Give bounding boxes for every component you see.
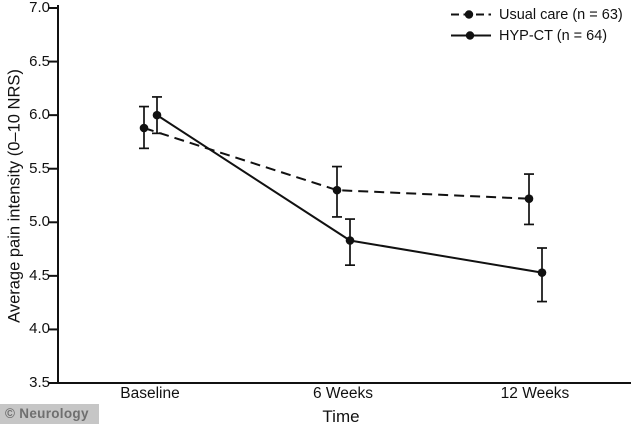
y-tick-label: 3.5 [29, 374, 50, 391]
dashed-line-marker-icon [451, 10, 491, 19]
data-point-marker [152, 110, 162, 120]
data-point-marker [537, 268, 547, 277]
legend: Usual care (n = 63) HYP-CT (n = 64) [450, 4, 623, 46]
y-tick-label: 6.0 [29, 106, 50, 124]
data-point-marker [332, 185, 342, 195]
y-tick-label: 4.0 [29, 320, 50, 338]
legend-label-hyp-ct: HYP-CT (n = 64) [499, 27, 608, 44]
legend-label-usual-care: Usual care (n = 63) [499, 6, 623, 23]
legend-item-usual-care: Usual care (n = 63) [450, 4, 623, 25]
x-tick-label: Baseline [120, 385, 180, 402]
watermark-neurology: © Neurology [0, 404, 99, 424]
y-tick-label: 4.5 [29, 266, 50, 284]
solid-line-marker-icon [451, 31, 491, 40]
y-tick-label: 5.0 [29, 213, 50, 231]
x-tick-label: 12 Weeks [500, 385, 570, 402]
x-axis-title: Time [322, 407, 360, 426]
y-tick-label: 7.0 [29, 0, 50, 16]
y-tick-label: 6.5 [29, 52, 50, 70]
data-point-marker [139, 123, 149, 133]
data-point-marker [524, 194, 534, 204]
data-point-marker [345, 236, 355, 245]
y-tick-label: 5.5 [29, 159, 50, 177]
legend-item-hyp-ct: HYP-CT (n = 64) [450, 25, 623, 46]
x-tick-label: 6 Weeks [312, 385, 374, 402]
